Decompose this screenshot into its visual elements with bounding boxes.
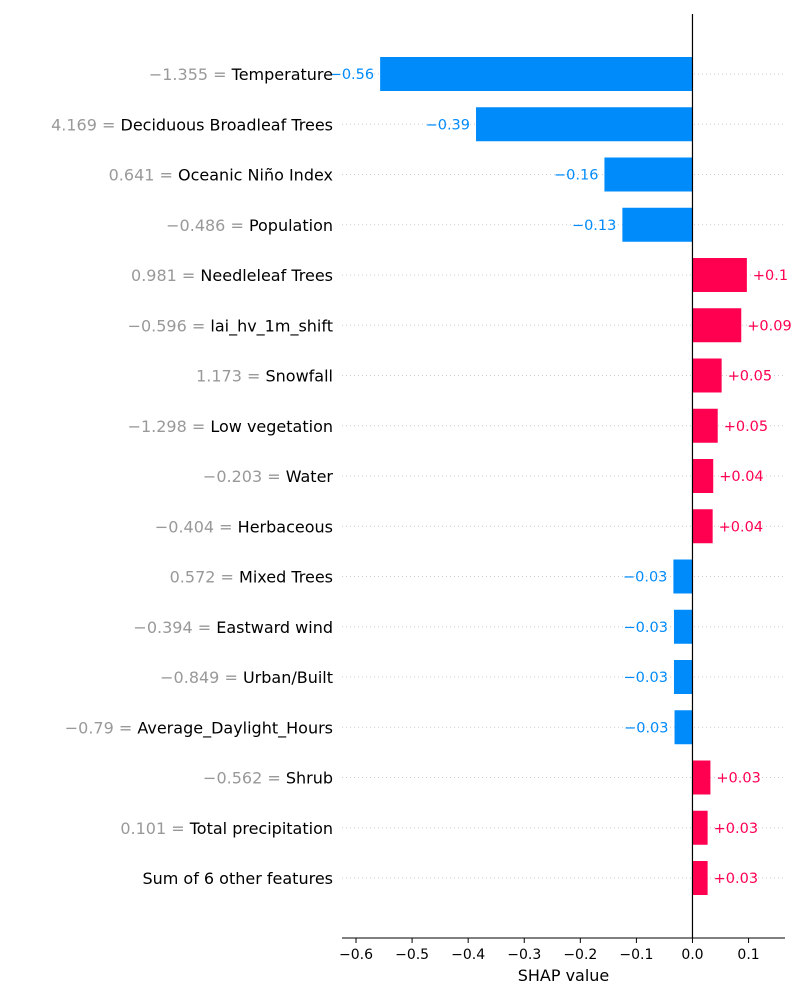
feature-name: Eastward wind bbox=[216, 618, 333, 637]
feature-value: 0.101 = bbox=[120, 819, 189, 838]
feature-label: Sum of 6 other features bbox=[142, 869, 333, 888]
feature-name: Mixed Trees bbox=[239, 568, 333, 587]
feature-label: −0.849 = Urban/Built bbox=[160, 668, 333, 687]
shap-bar bbox=[692, 459, 714, 493]
feature-name: Deciduous Broadleaf Trees bbox=[121, 115, 334, 134]
feature-label: −0.394 = Eastward wind bbox=[133, 618, 333, 637]
bars-group bbox=[380, 57, 747, 895]
bar-value-label: −0.03 bbox=[623, 570, 667, 586]
bar-value-label: −0.03 bbox=[624, 720, 668, 736]
feature-value: 0.981 = bbox=[131, 266, 200, 285]
bar-value-label: +0.05 bbox=[724, 419, 768, 435]
shap-bar bbox=[692, 810, 708, 845]
x-tick-label: −0.1 bbox=[619, 947, 653, 963]
shap-bar bbox=[692, 358, 722, 393]
shap-bar bbox=[673, 559, 693, 594]
shap-bar bbox=[604, 157, 693, 192]
feature-label: 0.101 = Total precipitation bbox=[120, 819, 333, 838]
feature-name: Needleleaf Trees bbox=[200, 266, 333, 285]
bar-value-label: +0.04 bbox=[719, 469, 763, 485]
feature-label: −1.355 = Temperature bbox=[149, 65, 333, 84]
bar-value-label: +0.03 bbox=[714, 821, 758, 837]
x-axis-title: SHAP value bbox=[518, 966, 610, 985]
x-tick-label: 0.1 bbox=[737, 947, 759, 963]
feature-label: −0.562 = Shrub bbox=[203, 769, 333, 788]
feature-label: 0.981 = Needleleaf Trees bbox=[131, 266, 333, 285]
feature-name: lai_hv_1m_shift bbox=[210, 316, 333, 336]
feature-label: −0.596 = lai_hv_1m_shift bbox=[128, 316, 333, 336]
feature-value: −1.355 = bbox=[149, 65, 232, 84]
feature-name: Sum of 6 other features bbox=[142, 869, 333, 888]
feature-name: Shrub bbox=[286, 769, 333, 788]
feature-name: Temperature bbox=[231, 65, 333, 84]
shap-bar bbox=[692, 760, 711, 795]
shap-bar bbox=[692, 408, 718, 443]
shap-bar bbox=[673, 609, 693, 644]
feature-value: 0.641 = bbox=[109, 166, 178, 185]
shap-bar bbox=[674, 710, 693, 745]
shap-bar bbox=[673, 660, 693, 694]
shap-bar bbox=[380, 57, 693, 91]
feature-name: Total precipitation bbox=[189, 819, 333, 838]
x-tick-label: −0.4 bbox=[451, 947, 485, 963]
x-ticks-group: −0.6 −0.5 −0.4 −0.3 −0.2 −0.1 0.0 0.1 bbox=[339, 938, 760, 963]
feature-label: −0.203 = Water bbox=[203, 467, 334, 486]
feature-name: Herbaceous bbox=[238, 517, 333, 536]
feature-name: Water bbox=[286, 467, 334, 486]
feature-label: −1.298 = Low vegetation bbox=[128, 417, 333, 436]
feature-value: −1.298 = bbox=[128, 417, 211, 436]
x-tick-label: −0.2 bbox=[563, 947, 597, 963]
feature-value: −0.596 = bbox=[128, 316, 211, 335]
feature-label: 0.572 = Mixed Trees bbox=[170, 568, 333, 587]
feature-label: −0.486 = Population bbox=[166, 216, 333, 235]
shap-bar bbox=[476, 107, 693, 142]
feature-value: 0.572 = bbox=[170, 568, 239, 587]
bar-value-label: −0.13 bbox=[572, 218, 616, 234]
x-tick-label: −0.3 bbox=[507, 947, 541, 963]
x-axis: −0.6 −0.5 −0.4 −0.3 −0.2 −0.1 0.0 0.1 bbox=[339, 937, 785, 963]
feature-value: −0.79 = bbox=[65, 718, 138, 737]
feature-name: Urban/Built bbox=[243, 668, 333, 687]
shap-bar bbox=[692, 308, 742, 343]
bar-labels-group: −0.56 −0.39 −0.16 −0.13 +0.1 +0.09 +0.05 +0.05 +… bbox=[330, 67, 792, 887]
feature-label: −0.79 = Average_Daylight_Hours bbox=[65, 718, 333, 738]
bar-value-label: −0.03 bbox=[624, 670, 668, 686]
feature-label: 0.641 = Oceanic Niño Index bbox=[109, 166, 333, 185]
feature-name: Average_Daylight_Hours bbox=[137, 718, 333, 738]
feature-labels-group: −1.355 = Temperature 4.169 = Deciduous Br… bbox=[51, 65, 333, 888]
feature-value: −0.486 = bbox=[166, 216, 249, 235]
feature-value: −0.562 = bbox=[203, 769, 286, 788]
x-tick-label: −0.6 bbox=[339, 947, 373, 963]
feature-label: −0.404 = Herbaceous bbox=[155, 517, 333, 536]
feature-name: Snowfall bbox=[266, 367, 334, 386]
bar-value-label: +0.1 bbox=[753, 268, 788, 284]
shap-bar bbox=[692, 258, 747, 292]
shap-bar bbox=[692, 861, 708, 895]
feature-value: −0.849 = bbox=[160, 668, 243, 687]
feature-value: 1.173 = bbox=[196, 367, 265, 386]
bar-value-label: +0.05 bbox=[728, 369, 772, 385]
feature-label: 1.173 = Snowfall bbox=[196, 367, 333, 386]
bar-value-label: −0.56 bbox=[330, 67, 374, 83]
feature-value: −0.404 = bbox=[155, 517, 238, 536]
feature-name: Oceanic Niño Index bbox=[178, 166, 333, 185]
feature-value: −0.394 = bbox=[133, 618, 216, 637]
x-tick-label: 0.0 bbox=[681, 947, 703, 963]
feature-value: 4.169 = bbox=[51, 115, 120, 134]
feature-name: Low vegetation bbox=[210, 417, 333, 436]
bar-value-label: −0.39 bbox=[426, 117, 470, 133]
bar-value-label: +0.03 bbox=[716, 771, 760, 787]
shap-bar bbox=[622, 207, 693, 242]
feature-label: 4.169 = Deciduous Broadleaf Trees bbox=[51, 115, 333, 134]
bar-value-label: −0.16 bbox=[554, 168, 598, 184]
bar-value-label: +0.03 bbox=[714, 871, 758, 887]
feature-value: −0.203 = bbox=[203, 467, 286, 486]
x-tick-label: −0.5 bbox=[395, 947, 429, 963]
bar-value-label: +0.09 bbox=[747, 318, 791, 334]
bar-value-label: +0.04 bbox=[719, 519, 763, 535]
feature-name: Population bbox=[249, 216, 333, 235]
bar-value-label: −0.03 bbox=[624, 620, 668, 636]
shap-bar bbox=[692, 509, 713, 544]
